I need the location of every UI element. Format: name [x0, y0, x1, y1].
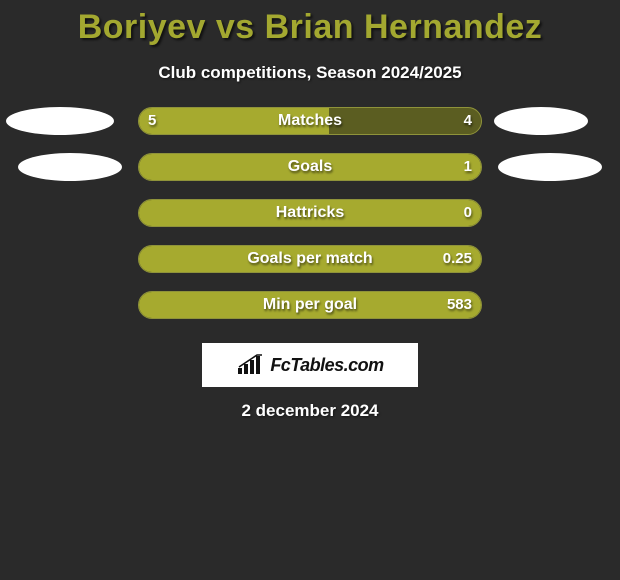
stat-bar-fill [139, 108, 329, 134]
stat-bar-fill [139, 200, 481, 226]
logo-box: FcTables.com [202, 343, 418, 387]
stat-bars: Matches54Goals1Hattricks0Goals per match… [0, 105, 620, 335]
logo: FcTables.com [236, 354, 383, 376]
stat-bar-track [138, 291, 482, 319]
left-indicator-ellipse [6, 107, 114, 135]
left-indicator-ellipse [18, 153, 122, 181]
stat-bar-track [138, 107, 482, 135]
right-indicator-ellipse [494, 107, 588, 135]
page-title: Boriyev vs Brian Hernandez [0, 0, 620, 47]
stat-row: Hattricks0 [0, 197, 620, 243]
stat-bar-fill [139, 246, 481, 272]
stat-row: Goals per match0.25 [0, 243, 620, 289]
stat-row: Goals1 [0, 151, 620, 197]
stat-bar-track [138, 245, 482, 273]
logo-bars-icon [236, 354, 266, 376]
stat-row: Matches54 [0, 105, 620, 151]
stat-row: Min per goal583 [0, 289, 620, 335]
stat-bar-fill [139, 292, 481, 318]
stat-bar-track [138, 153, 482, 181]
date-label: 2 december 2024 [0, 401, 620, 421]
page-subtitle: Club competitions, Season 2024/2025 [0, 63, 620, 83]
logo-text: FcTables.com [270, 355, 383, 376]
stat-bar-fill [139, 154, 481, 180]
comparison-infographic: Boriyev vs Brian Hernandez Club competit… [0, 0, 620, 580]
stat-bar-track [138, 199, 482, 227]
right-indicator-ellipse [498, 153, 602, 181]
